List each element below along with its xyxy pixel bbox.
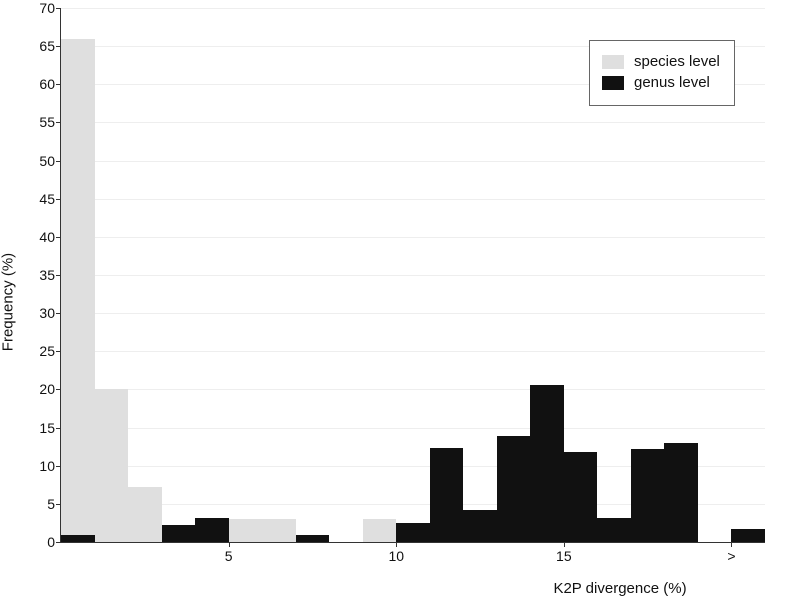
chart-figure: Frequency (%) K2P divergence (%) 0510152… — [0, 0, 795, 603]
y-tick-label: 15 — [39, 420, 61, 436]
genus-bar — [162, 525, 196, 542]
genus-bar — [296, 535, 330, 542]
legend-label-genus: genus level — [634, 74, 710, 91]
y-axis-title: Frequency (%) — [0, 252, 17, 350]
genus-bar — [430, 448, 464, 542]
species-bar — [61, 39, 95, 542]
y-tick-label: 60 — [39, 76, 61, 92]
species-bar — [128, 487, 162, 542]
legend-swatch-species — [602, 55, 624, 69]
x-tick-label: > — [727, 542, 735, 564]
x-axis-title: K2P divergence (%) — [553, 580, 686, 597]
genus-bar — [530, 385, 564, 542]
y-tick-label: 65 — [39, 38, 61, 54]
genus-bar — [195, 518, 229, 542]
legend-row: genus level — [602, 74, 720, 91]
x-tick-label: 15 — [556, 542, 572, 564]
genus-bar — [631, 449, 665, 542]
legend: species level genus level — [589, 40, 735, 106]
species-bar — [363, 519, 397, 542]
y-tick-label: 35 — [39, 267, 61, 283]
legend-swatch-genus — [602, 76, 624, 90]
genus-bar — [61, 535, 95, 542]
species-bar — [229, 519, 263, 542]
y-tick-label: 5 — [47, 496, 61, 512]
y-tick-label: 40 — [39, 229, 61, 245]
genus-bar — [396, 523, 430, 542]
species-bar — [95, 389, 129, 542]
plot-area: 051015202530354045505560657051015>specie… — [60, 8, 765, 543]
genus-bar — [731, 529, 765, 542]
y-tick-label: 30 — [39, 305, 61, 321]
y-tick-label: 70 — [39, 0, 61, 16]
genus-bar — [497, 436, 531, 542]
y-tick-label: 50 — [39, 153, 61, 169]
genus-bar — [564, 452, 598, 542]
x-tick-label: 5 — [225, 542, 233, 564]
legend-row: species level — [602, 53, 720, 70]
y-tick-label: 20 — [39, 381, 61, 397]
y-tick-label: 25 — [39, 343, 61, 359]
genus-bar — [664, 443, 698, 542]
y-tick-label: 10 — [39, 458, 61, 474]
genus-bar — [597, 518, 631, 542]
y-tick-label: 55 — [39, 114, 61, 130]
y-tick-label: 0 — [47, 534, 61, 550]
y-tick-label: 45 — [39, 191, 61, 207]
species-bar — [262, 519, 296, 542]
x-tick-label: 10 — [388, 542, 404, 564]
legend-label-species: species level — [634, 53, 720, 70]
genus-bar — [463, 510, 497, 542]
